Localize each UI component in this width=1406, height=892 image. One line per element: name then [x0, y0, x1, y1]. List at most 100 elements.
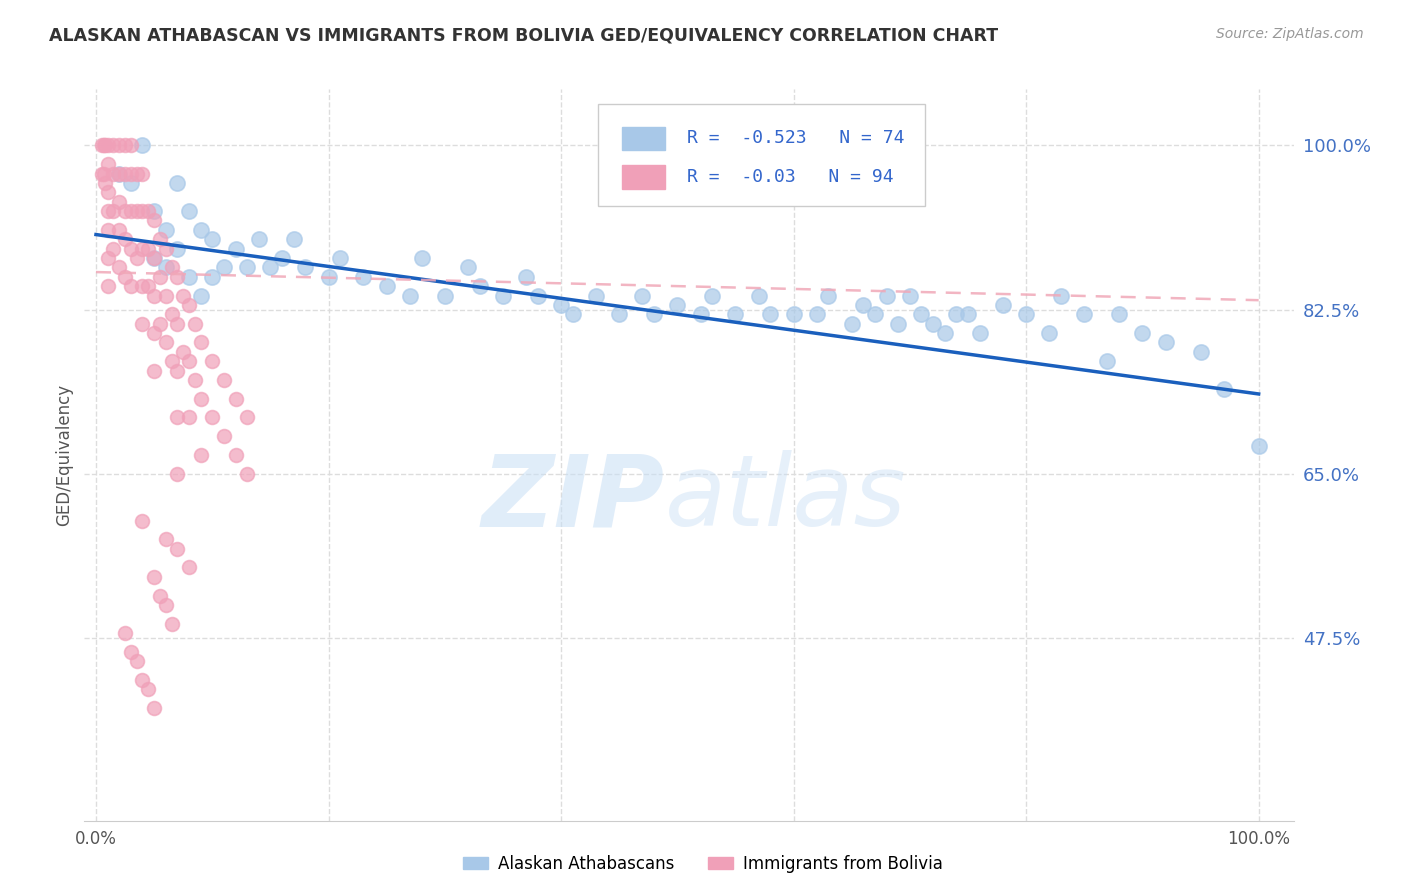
Point — [225, 242, 247, 256]
Point — [94, 176, 117, 190]
Point — [143, 326, 166, 340]
Point — [201, 354, 224, 368]
Point — [125, 204, 148, 219]
Point — [177, 560, 200, 574]
Point — [457, 260, 479, 275]
Point — [120, 176, 142, 190]
Point — [97, 204, 120, 219]
Point — [160, 354, 183, 368]
Point — [910, 307, 932, 321]
Point — [527, 288, 550, 302]
Point — [177, 354, 200, 368]
Point — [93, 167, 115, 181]
Point — [160, 616, 183, 631]
Point — [143, 570, 166, 584]
Point — [177, 298, 200, 312]
Point — [515, 269, 537, 284]
Point — [166, 410, 188, 425]
Point — [184, 373, 207, 387]
Point — [97, 186, 120, 200]
Point — [131, 279, 153, 293]
Point — [131, 167, 153, 181]
Point — [143, 213, 166, 227]
Point — [945, 307, 967, 321]
Point — [492, 288, 515, 302]
Point — [143, 701, 166, 715]
Point — [1189, 344, 1212, 359]
Point — [468, 279, 491, 293]
Text: atlas: atlas — [665, 450, 907, 548]
Point — [149, 269, 172, 284]
Point — [1132, 326, 1154, 340]
Point — [136, 279, 159, 293]
Point — [190, 223, 212, 237]
Point — [149, 232, 172, 246]
Point — [283, 232, 305, 246]
Point — [114, 232, 136, 246]
Point — [550, 298, 572, 312]
Point — [103, 138, 125, 153]
Point — [934, 326, 956, 340]
Text: R =  -0.03   N = 94: R = -0.03 N = 94 — [686, 168, 893, 186]
Point — [120, 242, 142, 256]
Point — [190, 288, 212, 302]
Point — [190, 392, 212, 406]
Point — [724, 307, 747, 321]
Point — [97, 223, 120, 237]
Point — [817, 288, 839, 302]
FancyBboxPatch shape — [623, 127, 665, 150]
Point — [131, 317, 153, 331]
Text: Source: ZipAtlas.com: Source: ZipAtlas.com — [1216, 27, 1364, 41]
Point — [97, 138, 120, 153]
Point — [166, 467, 188, 481]
Point — [863, 307, 886, 321]
Point — [841, 317, 863, 331]
Point — [236, 410, 259, 425]
Point — [155, 288, 177, 302]
Point — [399, 288, 422, 302]
Point — [114, 626, 136, 640]
Point — [607, 307, 630, 321]
Point — [114, 138, 136, 153]
Point — [166, 541, 188, 556]
Point — [90, 138, 112, 153]
Point — [876, 288, 898, 302]
Point — [120, 138, 142, 153]
Point — [271, 251, 294, 265]
Point — [166, 269, 188, 284]
Point — [969, 326, 991, 340]
Point — [155, 335, 177, 350]
Point — [375, 279, 398, 293]
Point — [155, 533, 177, 547]
Point — [120, 279, 142, 293]
Point — [131, 514, 153, 528]
Point — [172, 344, 194, 359]
Point — [172, 288, 194, 302]
Point — [143, 251, 166, 265]
Point — [97, 279, 120, 293]
Legend: Alaskan Athabascans, Immigrants from Bolivia: Alaskan Athabascans, Immigrants from Bol… — [457, 848, 949, 880]
Point — [1038, 326, 1060, 340]
Point — [114, 204, 136, 219]
Point — [225, 392, 247, 406]
Point — [160, 307, 183, 321]
Point — [97, 157, 120, 171]
Point — [131, 673, 153, 687]
Point — [433, 288, 456, 302]
Point — [177, 410, 200, 425]
Point — [108, 138, 131, 153]
Point — [125, 251, 148, 265]
Point — [887, 317, 910, 331]
Point — [131, 242, 153, 256]
Point — [155, 223, 177, 237]
Point — [120, 645, 142, 659]
Point — [125, 167, 148, 181]
Point — [166, 317, 188, 331]
Point — [143, 363, 166, 377]
Point — [190, 335, 212, 350]
Point — [149, 589, 172, 603]
Text: ZIP: ZIP — [482, 450, 665, 548]
Point — [702, 288, 724, 302]
Point — [329, 251, 352, 265]
Point — [225, 448, 247, 462]
